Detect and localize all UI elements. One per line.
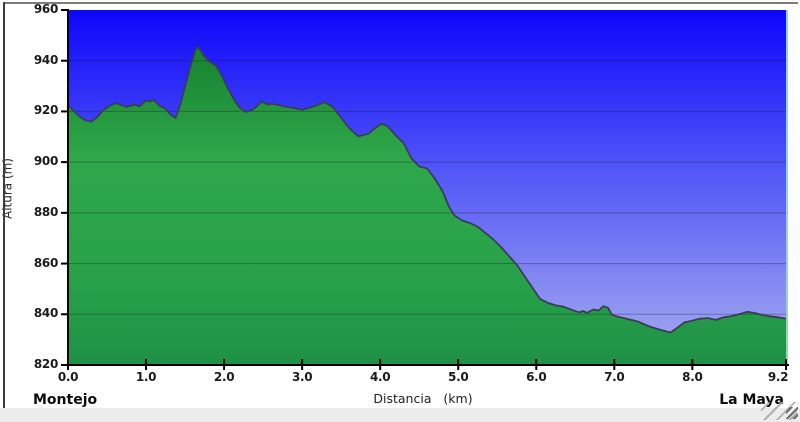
- grid-lines: [68, 60, 786, 315]
- x-tick-label: 6.0: [526, 370, 547, 384]
- y-tick-label: 880: [33, 204, 58, 219]
- window-top-border: [3, 2, 798, 4]
- y-tick-label: 820: [33, 357, 58, 371]
- x-tick-label: 1.0: [135, 370, 157, 384]
- y-tick-label: 900: [33, 154, 58, 169]
- y-tick-label: 920: [33, 103, 58, 118]
- window-left-border: [3, 2, 5, 408]
- elevation-line: [67, 45, 787, 334]
- y-tick-label: 940: [33, 52, 58, 67]
- x-tick-label: 2.0: [213, 370, 235, 384]
- x-tick-label: 0.0: [57, 370, 79, 384]
- x-tick-label: 4.0: [369, 370, 391, 384]
- x-tick-label: 9.2: [767, 370, 789, 384]
- y-tick-label: 840: [33, 306, 58, 321]
- route-start-label: Montejo: [33, 392, 98, 408]
- x-tick-label: 7.0: [604, 370, 625, 384]
- y-tick-label: 960: [33, 2, 58, 16]
- elevation-area: [68, 46, 786, 366]
- resize-grip-corner-icon[interactable]: [786, 407, 798, 419]
- x-axis-title: Distancia (km): [373, 391, 473, 406]
- x-tick-label: 3.0: [291, 370, 313, 384]
- x-tick-label: 8.0: [682, 370, 703, 384]
- window-bottom-strip: [0, 402, 800, 422]
- y-tick-label: 860: [33, 255, 58, 270]
- x-tick-label: 5.0: [448, 370, 469, 384]
